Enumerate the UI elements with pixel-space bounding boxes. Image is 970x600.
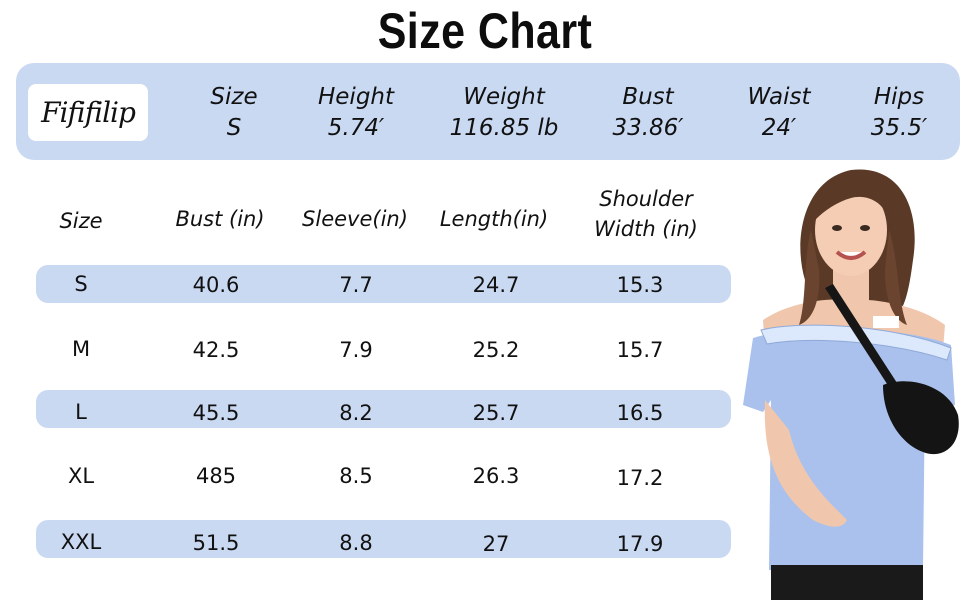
model-measurements-band: Fififilip Size S Height 5.74′ Weight 116… (16, 63, 960, 160)
cell-shoulder: 15.3 (616, 273, 664, 297)
brand-logo: Fififilip (28, 84, 148, 141)
cell-shoulder: 17.2 (616, 466, 664, 490)
cell-length: 25.2 (472, 338, 520, 362)
model-size-value: S (226, 115, 242, 141)
header-sleeve: Sleeve(in) (302, 207, 408, 231)
header-shoulder-line2: Width (in) (594, 217, 698, 241)
model-weight-column: Weight 116.85 lb (434, 82, 574, 144)
model-bust-column: Bust 33.86′ (598, 82, 698, 144)
cell-length: 24.7 (472, 273, 520, 297)
cell-size: XL (67, 464, 95, 488)
cell-length: 26.3 (472, 464, 520, 488)
cell-shoulder: 16.5 (616, 401, 664, 425)
page-title: Size Chart (377, 3, 593, 59)
row-band-s (36, 265, 731, 303)
model-weight-value: 116.85 lb (449, 115, 559, 141)
model-height-label: Height (317, 84, 395, 110)
model-size-column: Size S (194, 82, 274, 144)
cell-shoulder: 15.7 (616, 338, 664, 362)
cell-sleeve: 7.7 (339, 273, 373, 297)
model-bust-value: 33.86′ (612, 115, 684, 141)
model-height-value: 5.74′ (327, 115, 385, 141)
cell-length: 27 (482, 532, 510, 556)
cell-bust: 45.5 (192, 401, 240, 425)
model-height-column: Height 5.74′ (301, 82, 411, 144)
header-size: Size (59, 209, 103, 233)
row-band-l (36, 390, 731, 428)
cell-size: M (71, 337, 91, 361)
model-hips-column: Hips 35.5′ (858, 82, 940, 144)
model-photo (743, 169, 959, 600)
cell-bust: 51.5 (192, 531, 240, 555)
model-waist-value: 24′ (761, 115, 797, 141)
header-shoulder-line1: Shoulder (599, 187, 693, 211)
cell-sleeve: 8.8 (339, 531, 373, 555)
header-bust: Bust (in) (175, 207, 265, 231)
header-shoulder-width: Shoulder Width (in) (580, 184, 712, 244)
model-hips-value: 35.5′ (870, 115, 928, 141)
row-band-xxl (36, 520, 731, 558)
header-length: Length(in) (439, 207, 549, 231)
model-waist-column: Waist 24′ (733, 82, 825, 144)
cell-bust: 42.5 (192, 338, 240, 362)
cell-size: XXL (60, 530, 102, 554)
model-waist-label: Waist (747, 84, 811, 110)
cell-sleeve: 8.5 (339, 464, 373, 488)
cell-size: L (75, 400, 87, 424)
model-size-label: Size (210, 84, 258, 110)
model-weight-label: Weight (463, 84, 545, 110)
cell-size: S (74, 272, 88, 296)
model-hips-label: Hips (873, 84, 925, 110)
cell-length: 25.7 (472, 401, 520, 425)
cell-shoulder: 17.9 (616, 532, 664, 556)
model-bust-label: Bust (622, 84, 674, 110)
cell-sleeve: 7.9 (339, 338, 373, 362)
cell-bust: 40.6 (192, 273, 240, 297)
cell-bust: 485 (195, 464, 237, 488)
cell-sleeve: 8.2 (339, 401, 373, 425)
